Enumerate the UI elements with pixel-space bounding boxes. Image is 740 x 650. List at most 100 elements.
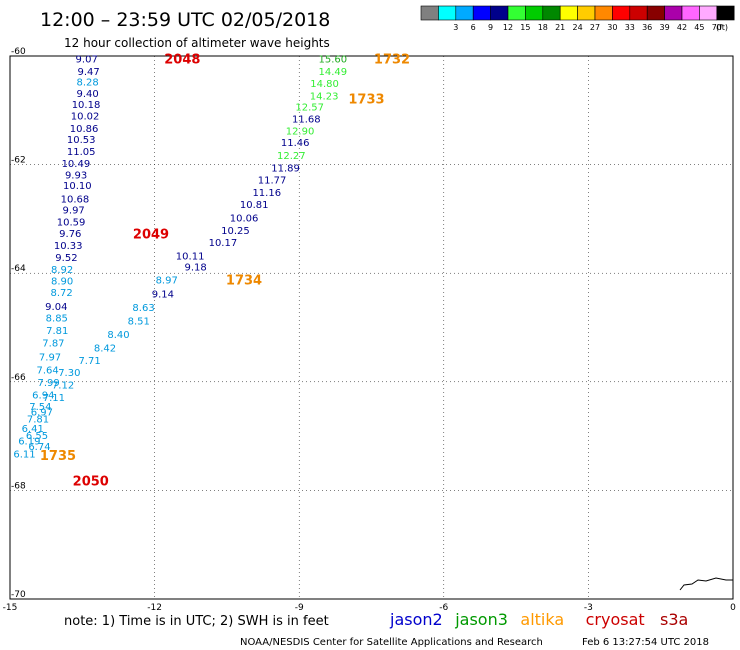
wave-height-label: 7.30 bbox=[58, 368, 80, 379]
wave-height-label: 6.55 bbox=[26, 431, 48, 442]
colorbar-bin bbox=[664, 5, 683, 21]
wave-height-label: 14.23 bbox=[310, 92, 339, 103]
wave-height-label: 7.99 bbox=[37, 378, 59, 389]
pass-number-label: 1733 bbox=[348, 92, 384, 107]
colorbar-bin bbox=[629, 5, 648, 21]
wave-height-label: 14.49 bbox=[318, 67, 347, 78]
wave-height-label: 6.97 bbox=[31, 408, 53, 419]
colorbar-bin bbox=[438, 5, 457, 21]
wave-height-label: 7.54 bbox=[29, 402, 51, 413]
chart-subtitle: 12 hour collection of altimeter wave hei… bbox=[64, 36, 330, 50]
wave-height-label: 8.72 bbox=[50, 288, 72, 299]
colorbar-tick-label: 30 bbox=[607, 23, 617, 32]
wave-height-label: 10.17 bbox=[209, 238, 238, 249]
colorbar-bin bbox=[420, 5, 439, 21]
colorbar-bin bbox=[594, 5, 613, 21]
wave-height-label: 7.71 bbox=[78, 356, 100, 367]
wave-height-label: 9.47 bbox=[77, 67, 99, 78]
latitude-tick-label: -64 bbox=[11, 264, 26, 274]
wave-height-label: 15.60 bbox=[318, 55, 347, 66]
colorbar-tick-label: 36 bbox=[642, 23, 652, 32]
satellite-legend-jason3: jason3 bbox=[454, 610, 508, 629]
satellite-legend-cryosat: cryosat bbox=[586, 610, 645, 629]
wave-height-label: 9.97 bbox=[63, 206, 85, 217]
satellite-pass-labels: 2048 2049 2050 1732 1733 1734 1735 bbox=[40, 53, 410, 490]
wave-height-label: 11.77 bbox=[258, 175, 287, 186]
wave-height-label: 10.86 bbox=[70, 124, 99, 135]
wave-height-label: 7.81 bbox=[46, 326, 68, 337]
wave-height-label: 14.80 bbox=[310, 79, 339, 90]
wave-height-label: 6.41 bbox=[22, 424, 44, 435]
chart-title: 12:00 – 23:59 UTC 02/05/2018 bbox=[40, 9, 330, 31]
colorbar-tick-label: 9 bbox=[488, 23, 493, 32]
wave-height-label: 10.68 bbox=[61, 194, 90, 205]
colorbar-tick-label: 6 bbox=[471, 23, 476, 32]
colorbar-bin bbox=[716, 5, 735, 21]
colorbar-unit-label: (ft) bbox=[716, 23, 728, 32]
satellite-legend-jason2: jason2 bbox=[389, 610, 443, 629]
wave-height-label: 10.06 bbox=[230, 213, 259, 224]
longitude-tick-label: -15 bbox=[3, 603, 18, 613]
wave-height-label: 7.12 bbox=[52, 381, 74, 392]
wave-height-label: 12.27 bbox=[277, 151, 306, 162]
wave-height-label: 10.49 bbox=[62, 159, 91, 170]
colorbar-bin bbox=[559, 5, 578, 21]
wave-height-label: 6.11 bbox=[13, 449, 35, 460]
credit-line: NOAA/NESDIS Center for Satellite Applica… bbox=[240, 637, 543, 648]
colorbar-bin bbox=[455, 5, 474, 21]
longitude-tick-label: -3 bbox=[584, 603, 593, 613]
colorbar-tick-label: 39 bbox=[660, 23, 670, 32]
wave-height-label: 10.53 bbox=[67, 135, 96, 146]
satellite-legend-altika: altika bbox=[520, 610, 564, 629]
map-gridlines bbox=[9, 55, 734, 600]
wave-height-label: 11.16 bbox=[252, 188, 281, 199]
wave-height-label: 11.89 bbox=[271, 163, 300, 174]
wave-height-label: 8.40 bbox=[107, 330, 129, 341]
wave-height-label: 7.11 bbox=[43, 393, 65, 404]
wave-height-label: 9.76 bbox=[59, 229, 81, 240]
colorbar-tick-label: 45 bbox=[694, 23, 704, 32]
pass-number-label: 2050 bbox=[73, 475, 109, 490]
colorbar-bin bbox=[542, 5, 561, 21]
colorbar-bin bbox=[699, 5, 718, 21]
colorbar-bin bbox=[681, 5, 700, 21]
wave-height-label: 8.28 bbox=[77, 78, 99, 89]
wave-height-label: 9.40 bbox=[77, 89, 99, 100]
longitude-tick-label: -12 bbox=[147, 603, 162, 613]
satellite-legend: jason2 jason3 altika cryosat s3a bbox=[389, 610, 688, 629]
wave-height-label: 8.97 bbox=[156, 276, 178, 287]
colorbar-tick-label: 70 bbox=[712, 23, 722, 32]
map-frame bbox=[9, 55, 734, 600]
wave-height-label: 9.04 bbox=[45, 302, 67, 313]
wave-height-label: 8.90 bbox=[51, 276, 73, 287]
colorbar-tick-label: 12 bbox=[503, 23, 513, 32]
latitude-tick-label: -60 bbox=[11, 47, 26, 57]
wave-height-label: 10.18 bbox=[72, 100, 101, 111]
wave-height-label: 7.97 bbox=[39, 352, 61, 363]
colorbar-tick-label: 24 bbox=[573, 23, 583, 32]
wave-height-label: 10.33 bbox=[54, 241, 83, 252]
wave-height-label: 7.64 bbox=[37, 365, 59, 376]
wave-height-label: 11.68 bbox=[292, 114, 321, 125]
colorbar-tick-label: 27 bbox=[590, 23, 600, 32]
colorbar-bin bbox=[472, 5, 491, 21]
colorbar-bin bbox=[612, 5, 631, 21]
wave-height-label: 9.14 bbox=[152, 289, 174, 300]
colorbar-tick-label: 15 bbox=[520, 23, 530, 32]
wave-height-observations: 9.079.478.289.4010.1810.0210.8610.5311.0… bbox=[13, 55, 347, 461]
wave-height-label: 10.59 bbox=[57, 218, 86, 229]
map-axis-tick-labels: -15 -12 -9 -6 -3 0 -60 -62 -64 -66 -68 -70 bbox=[3, 47, 736, 613]
wave-height-label: 11.46 bbox=[281, 138, 310, 149]
colorbar-bin bbox=[490, 5, 509, 21]
colorbar-tick-label: 3 bbox=[453, 23, 458, 32]
wave-height-label: 10.02 bbox=[71, 112, 100, 123]
wave-height-label: 12.57 bbox=[295, 102, 324, 113]
wave-height-label: 8.51 bbox=[128, 316, 150, 327]
wave-height-label: 7.81 bbox=[27, 415, 49, 426]
colorbar-tick-label: 33 bbox=[625, 23, 635, 32]
wave-height-label: 6.94 bbox=[32, 390, 54, 401]
wave-height-label: 9.93 bbox=[65, 170, 87, 181]
wave-height-label: 10.11 bbox=[176, 251, 205, 262]
latitude-tick-label: -62 bbox=[11, 156, 26, 166]
